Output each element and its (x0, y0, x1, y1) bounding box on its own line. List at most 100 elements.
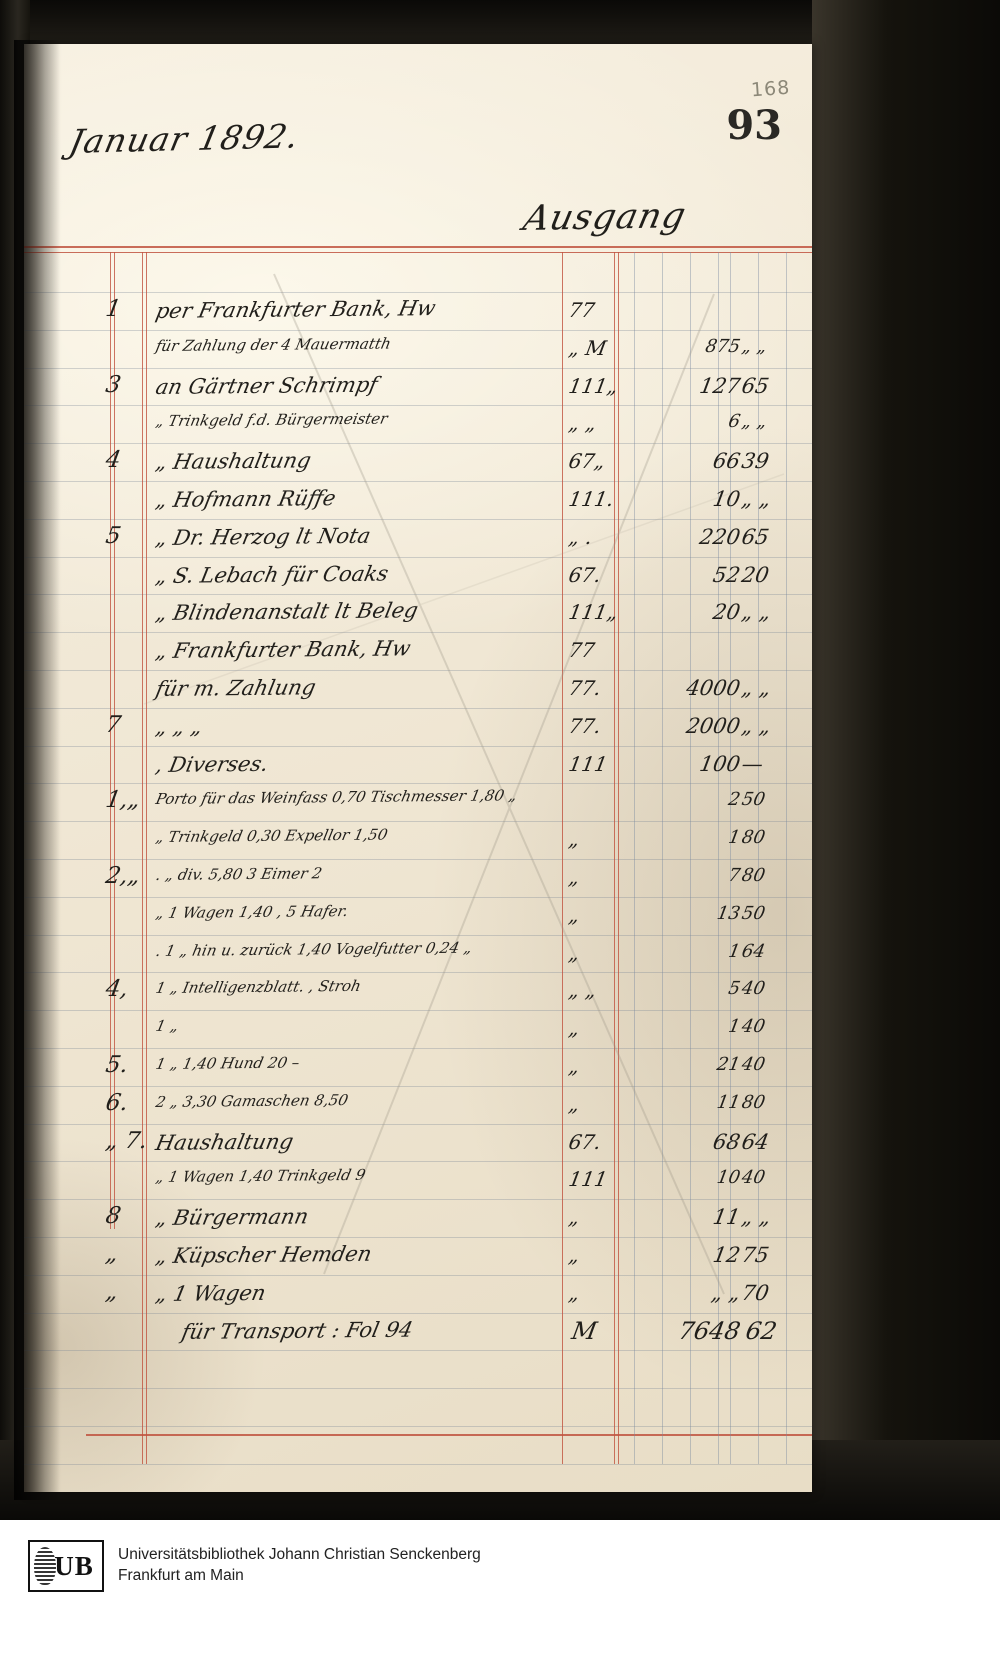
entry-folio: 111 (566, 751, 610, 776)
library-name-line1: Universitätsbibliothek Johann Christian … (118, 1546, 481, 1564)
entry-pfennig-amount: 64 (739, 1129, 771, 1154)
entry-description: Porto für das Weinfass 0,70 Tischmesser … (154, 786, 519, 809)
entry-day: „ 7. (103, 1127, 150, 1154)
entry-mark-amount: 11 (711, 1205, 743, 1230)
entry-description: für m. Zahlung (153, 675, 318, 701)
entry-day: 4, (103, 976, 131, 1003)
ledger-page: 168 93 Januar 1892. Ausgang 1 per Frankfu… (24, 44, 812, 1492)
entry-folio: „ „ (566, 978, 599, 1003)
entry-pfennig-amount: 50 (740, 902, 767, 924)
entry-pfennig-amount: 40 (740, 1016, 767, 1038)
entry-pfennig-amount: 20 (739, 562, 771, 587)
book-spine-shadow (14, 40, 60, 1500)
entry-folio: „ „ (566, 411, 599, 436)
entry-day: 5 (103, 522, 123, 549)
entry-mark-amount: 220 (697, 524, 743, 549)
entry-day: 1,„ (103, 787, 143, 814)
entry-folio: „ (566, 1091, 582, 1116)
entry-folio: 111„ (566, 373, 620, 398)
entry-description: „ Trinkgeld 0,30 Expellor 1,50 (154, 825, 390, 847)
entry-day: 8 (103, 1203, 123, 1230)
entry-folio: 77. (566, 713, 603, 738)
entry-pfennig-amount: 80 (740, 827, 767, 849)
entry-description: „ Blindenanstalt lt Beleg (153, 598, 421, 626)
entry-pfennig-amount: „ „ (739, 1205, 773, 1230)
entry-description: 2 „ 3,30 Gamaschen 8,50 (154, 1090, 350, 1111)
entry-pfennig-amount: „ „ (739, 487, 773, 511)
entry-description: „ „ „ (153, 714, 205, 739)
entry-pfennig-amount: „ „ (740, 335, 769, 357)
entry-pfennig-amount: 75 (739, 1243, 771, 1267)
entry-pfennig-amount: „ „ (740, 411, 769, 433)
entry-folio: 67„ (566, 449, 607, 474)
entry-mark-amount: 13 (715, 902, 742, 924)
total-mark-amount: 7648 (676, 1316, 743, 1345)
entry-description: „ 1 Wagen 1,40 Trinkgeld 9 (154, 1166, 368, 1187)
entry-mark-amount: 21 (715, 1054, 742, 1075)
entry-folio: 67. (566, 562, 603, 587)
entry-description: 1 „ 1,40 Hund 20 – (154, 1053, 302, 1073)
entry-pfennig-amount: 80 (740, 1091, 767, 1113)
entry-description: , Diverses. (153, 751, 271, 777)
seal-icon (34, 1547, 56, 1585)
entry-mark-amount: 10 (715, 1167, 742, 1189)
entry-description: „ Bürgermann (153, 1204, 311, 1231)
entry-folio: „ (566, 1280, 582, 1305)
entry-folio: 111 (566, 1167, 610, 1192)
entry-pfennig-amount: „ „ (739, 713, 773, 738)
entry-description: 1 „ (154, 1016, 180, 1036)
entry-mark-amount: 100 (697, 751, 743, 776)
entry-day: 2,„ (103, 863, 143, 889)
entry-pfennig-amount: „ „ (739, 600, 773, 625)
entry-pfennig-amount: 65 (739, 373, 771, 398)
entry-folio: 77. (566, 676, 603, 700)
entry-mark-amount: 12 (711, 1243, 743, 1267)
library-name: Universitätsbibliothek Johann Christian … (118, 1545, 481, 1587)
total-pfennig-amount: 62 (743, 1316, 780, 1345)
entry-description: Haushaltung (153, 1129, 296, 1155)
entry-mark-amount: 52 (711, 562, 743, 587)
entry-pfennig-amount: 39 (739, 449, 771, 474)
entry-folio: „ . (566, 524, 595, 549)
entry-folio: „ (566, 865, 582, 889)
entry-folio: „ (566, 1016, 582, 1041)
entry-description: „ 1 Wagen (153, 1280, 268, 1306)
entry-mark-amount: „ „ (709, 1280, 743, 1305)
entry-mark-amount: 2000 (684, 713, 743, 738)
entry-mark-amount: 68 (711, 1129, 743, 1154)
entry-day: 4 (103, 447, 123, 474)
entry-mark-amount: 6 (726, 411, 742, 433)
ub-logo-icon: UB (28, 1540, 104, 1592)
entry-description: „ Frankfurter Bank, Hw (153, 636, 413, 664)
entry-folio: „ (566, 1205, 582, 1230)
entry-mark-amount: 11 (715, 1091, 742, 1113)
header-month: Januar 1892. (65, 116, 304, 161)
entry-mark-amount: 875 (703, 335, 742, 357)
entry-description: per Frankfurter Bank, Hw (153, 296, 438, 323)
entry-mark-amount: 4000 (684, 676, 743, 700)
entry-pfennig-amount: 70 (739, 1280, 771, 1305)
entry-day: 5. (103, 1052, 131, 1078)
entry-folio: „ (566, 940, 582, 965)
total-currency-symbol: M (569, 1316, 600, 1345)
header-section: Ausgang (519, 196, 690, 239)
entry-day: „ (103, 1241, 121, 1267)
entry-pfennig-amount: 80 (740, 865, 767, 886)
book-cover-right (812, 0, 1000, 1520)
entry-pfennig-amount: 40 (740, 978, 767, 1000)
entry-description: „ Küpscher Hemden (153, 1241, 374, 1268)
entry-description: „ Haushaltung (153, 448, 314, 475)
entry-folio: „ (566, 1243, 582, 1267)
entry-day: 6. (103, 1089, 131, 1116)
entry-mark-amount: 1 (726, 827, 742, 849)
entry-description: „ Trinkgeld f.d. Bürgermeister (154, 409, 390, 431)
entry-folio: 77 (566, 298, 597, 322)
entry-day: 7 (103, 711, 123, 738)
entry-folio: „ M (566, 335, 609, 360)
entry-folio: 111. (566, 487, 616, 511)
entry-mark-amount: 1 (726, 1016, 742, 1038)
entry-mark-amount: 7 (726, 865, 742, 886)
entry-day: „ (103, 1278, 121, 1305)
entry-mark-amount: 2 (726, 789, 742, 811)
entry-folio: 67. (566, 1129, 603, 1154)
